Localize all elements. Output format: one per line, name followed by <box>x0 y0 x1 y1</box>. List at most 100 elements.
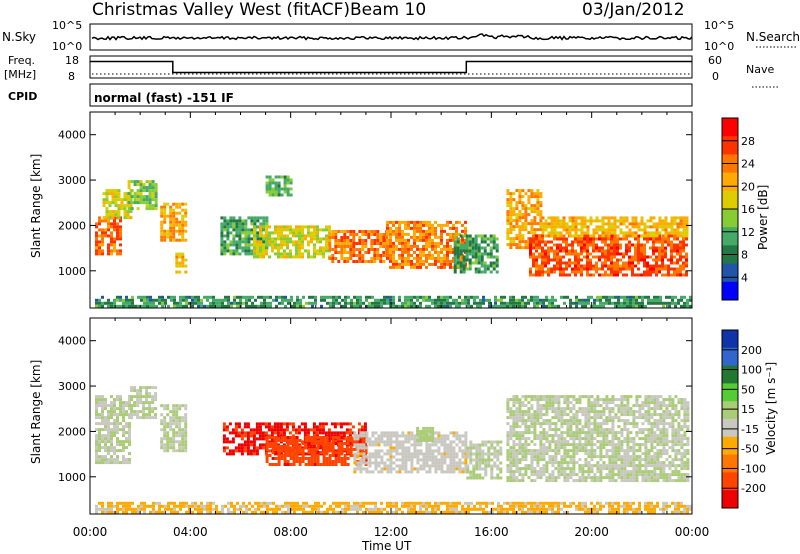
heatmap-cell <box>255 452 259 456</box>
heatmap-cell <box>547 231 551 235</box>
heatmap-cell <box>223 252 227 256</box>
heatmap-cell <box>395 235 398 239</box>
heatmap-cell <box>254 298 257 302</box>
heatmap-cell <box>521 455 525 459</box>
heatmap-cell <box>395 452 399 456</box>
heatmap-cell <box>181 208 185 212</box>
heatmap-cell <box>300 428 304 432</box>
heatmap-cell <box>580 225 584 229</box>
heatmap-cell <box>539 216 543 220</box>
heatmap-cell <box>222 449 226 453</box>
heatmap-cell <box>120 207 124 211</box>
heatmap-cell <box>358 257 362 260</box>
heatmap-cell <box>322 445 326 448</box>
heatmap-cell <box>404 461 408 465</box>
heatmap-cell <box>524 398 528 402</box>
heatmap-cell <box>613 237 616 241</box>
heatmap-cell <box>487 452 491 456</box>
heatmap-cell <box>303 452 307 456</box>
heatmap-cell <box>431 432 435 436</box>
heatmap-cell <box>119 422 122 426</box>
heatmap-cell <box>401 455 405 459</box>
heatmap-cell <box>545 413 549 417</box>
heatmap-cell <box>367 260 371 263</box>
heatmap-cell <box>274 240 277 244</box>
heatmap-cell <box>101 304 104 308</box>
heatmap-cell <box>461 256 464 260</box>
heatmap-cell <box>512 198 516 202</box>
heatmap-cell <box>324 434 328 438</box>
heatmap-cell <box>352 439 356 442</box>
heatmap-cell <box>544 228 548 232</box>
heatmap-cell <box>104 398 107 402</box>
heatmap-cell <box>668 301 671 305</box>
heatmap-cell <box>419 220 422 224</box>
heatmap-cell <box>428 438 432 442</box>
heatmap-cell <box>449 470 453 474</box>
heatmap-cell <box>398 265 401 269</box>
heatmap-cell <box>425 458 429 462</box>
heatmap-cell <box>315 440 319 444</box>
heatmap-cell <box>545 395 549 399</box>
heatmap-cell <box>337 445 341 448</box>
heatmap-cell <box>276 425 280 429</box>
heatmap-cell <box>163 449 167 453</box>
heatmap-cell <box>160 232 164 236</box>
heatmap-cell <box>377 464 381 468</box>
heatmap-cell <box>653 301 656 305</box>
heatmap-cell <box>533 243 537 247</box>
heatmap-cell <box>419 232 422 236</box>
heatmap-cell <box>401 452 405 456</box>
heatmap-cell <box>605 295 608 299</box>
heatmap-cell <box>200 304 203 308</box>
heatmap-cell <box>551 470 555 474</box>
heatmap-cell <box>313 439 317 442</box>
heatmap-cell <box>635 295 638 299</box>
heatmap-cell <box>446 262 449 266</box>
heatmap-cell <box>349 454 353 457</box>
heatmap-cell <box>279 434 283 438</box>
heatmap-cell <box>95 243 98 247</box>
heatmap-cell <box>604 252 607 256</box>
heatmap-cell <box>292 255 295 259</box>
heatmap-cell <box>574 216 578 220</box>
heatmap-cell <box>419 432 423 436</box>
heatmap-cell <box>151 386 155 390</box>
heatmap-cell <box>568 234 572 238</box>
heatmap-cell <box>311 304 314 308</box>
heatmap-cell <box>327 431 331 435</box>
heatmap-cell <box>613 234 617 238</box>
heatmap-cell <box>489 240 493 244</box>
heatmap-cell <box>545 401 549 405</box>
heatmap-cell <box>601 228 605 232</box>
heatmap-cell <box>175 270 179 274</box>
heatmap-cell <box>536 204 540 208</box>
heatmap-cell <box>551 410 555 414</box>
heatmap-cell <box>518 189 522 193</box>
heatmap-cell <box>401 464 405 468</box>
heatmap-cell <box>553 237 556 241</box>
heatmap-cell <box>283 225 286 229</box>
heatmap-cell <box>631 231 635 235</box>
heatmap-cell <box>407 458 411 462</box>
heatmap-cell <box>95 437 98 441</box>
heatmap-cell <box>250 228 254 232</box>
heatmap-cell <box>659 295 662 299</box>
heatmap-cell <box>434 449 438 453</box>
heatmap-cell <box>539 452 543 456</box>
heatmap-cell <box>353 443 357 447</box>
heatmap-cell <box>133 192 137 196</box>
heatmap-cell <box>95 452 98 456</box>
heatmap-cell <box>464 461 468 465</box>
heatmap-cell <box>107 431 110 435</box>
heatmap-cell <box>377 443 381 447</box>
heatmap-cell <box>243 449 247 453</box>
heatmap-cell <box>332 304 335 308</box>
heatmap-cell <box>533 413 537 417</box>
heatmap-cell <box>398 440 402 444</box>
heatmap-cell <box>521 213 525 217</box>
heatmap-cell <box>128 401 131 405</box>
heatmap-cell <box>533 304 536 308</box>
heatmap-cell <box>268 442 272 445</box>
heatmap-cell <box>431 241 434 245</box>
